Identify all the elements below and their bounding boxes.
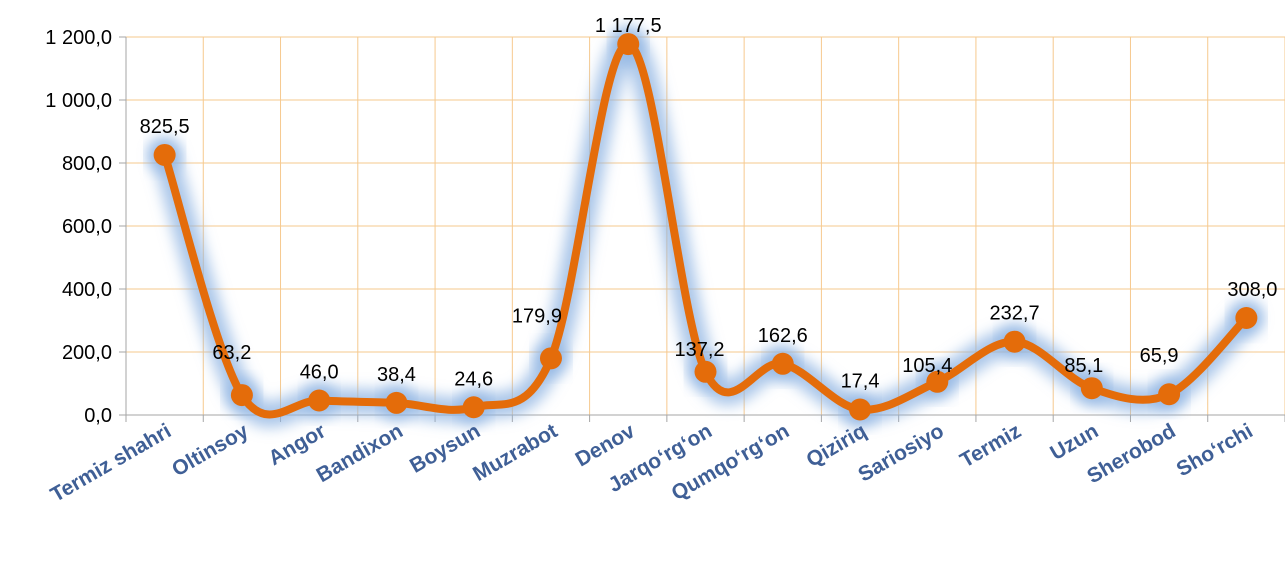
data-label: 308,0 (1227, 279, 1277, 301)
data-label: 105,4 (902, 355, 952, 377)
data-point (849, 398, 872, 421)
data-label: 232,7 (990, 303, 1040, 325)
data-point (230, 384, 253, 407)
y-tick-label: 400,0 (62, 279, 112, 301)
data-point (1003, 330, 1026, 353)
y-tick-label: 1 000,0 (45, 90, 112, 112)
data-point (1080, 377, 1103, 400)
data-point (462, 396, 485, 419)
y-tick-label: 200,0 (62, 342, 112, 364)
data-label: 63,2 (212, 342, 251, 364)
data-points (153, 33, 1258, 421)
data-label: 825,5 (140, 116, 190, 138)
data-label: 65,9 (1140, 345, 1179, 367)
y-axis-ticks: 0,0 200,0 400,0 600,0 800,0 1 000,0 1 200,0 (45, 27, 112, 427)
data-point (694, 360, 717, 383)
x-tick-label: Oltinsoy (168, 419, 253, 481)
data-point (771, 352, 794, 375)
x-tick-label: Bandixon (313, 419, 407, 487)
data-label: 1 177,5 (595, 15, 662, 37)
data-label: 38,4 (377, 364, 416, 386)
data-point (617, 33, 640, 56)
y-tick-label: 800,0 (62, 153, 112, 175)
y-tick-label: 1 200,0 (45, 27, 112, 49)
data-label: 85,1 (1064, 355, 1103, 377)
data-label: 162,6 (758, 325, 808, 347)
x-tick-label: Sho‘rchi (1173, 419, 1257, 481)
x-tick-label: Termiz shahri (47, 419, 175, 506)
data-point (926, 370, 949, 393)
data-label: 24,6 (454, 368, 493, 390)
data-label: 46,0 (300, 362, 339, 384)
x-tick-label: Sariosiyo (854, 419, 947, 486)
data-point (385, 391, 408, 414)
data-point (1158, 383, 1181, 406)
x-tick-label: Uzun (1046, 419, 1102, 465)
data-point (153, 143, 176, 166)
data-point (308, 389, 331, 412)
y-tick-label: 600,0 (62, 216, 112, 238)
data-label: 137,2 (674, 339, 724, 361)
x-tick-label: Termiz (956, 419, 1025, 472)
x-tick-label: Muzrabot (469, 419, 561, 486)
y-tick-label: 0,0 (84, 405, 112, 427)
data-point (539, 347, 562, 370)
data-point (1235, 306, 1258, 329)
data-label: 17,4 (841, 371, 880, 393)
data-label: 179,9 (512, 305, 562, 327)
x-tick-label: Sherobod (1083, 419, 1179, 488)
data-labels: 825,5 63,2 46,0 38,4 24,6 179,9 1 177,5 137,2 16… (140, 15, 1278, 392)
